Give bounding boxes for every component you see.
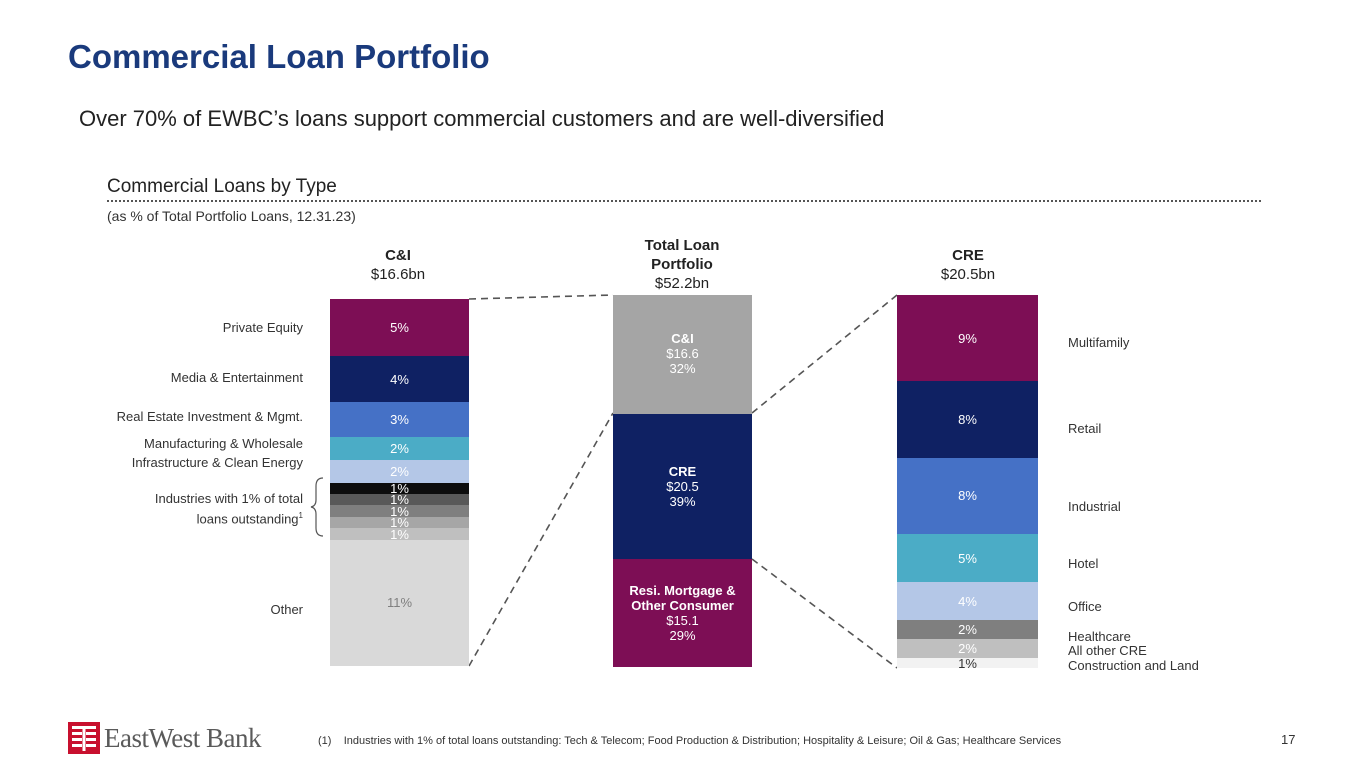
connector-ci-top (468, 294, 614, 300)
ci-segment-label-6: 1% (390, 492, 409, 508)
page-title: Commercial Loan Portfolio (68, 38, 490, 75)
ci-label-infrastructure: Infrastructure & Clean Energy (131, 455, 303, 470)
total-segment-2: Resi. Mortgage & Other Consumer $15.1 29% (613, 559, 752, 667)
ci-label-media: Media & Entertainment (170, 370, 303, 385)
cre-segment-label-0: 9% (958, 330, 977, 346)
cre-segment-1: 8% (897, 381, 1038, 458)
cre-segment-7: 1% (897, 655, 1038, 671)
total-stacked-bar: C&I $16.6 32% CRE $20.5 39% Resi. Mortgage & Ot… (613, 295, 752, 667)
cre-stacked-bar: 9% 8% 8% 5% 4% 2% 2% 1% (897, 295, 1038, 671)
cre-segment-label-7: 1% (958, 655, 977, 671)
total-segment-0-amount: $16.6 (666, 346, 699, 361)
total-segment-2-pct: 29% (669, 628, 696, 644)
ci-segment-label-10: 11% (386, 595, 413, 611)
ci-segment-label-8: 1% (390, 515, 409, 531)
ci-segment-10: 11% (330, 539, 469, 666)
ci-header-title: C&I (385, 247, 411, 264)
total-header-line2: Portfolio (651, 256, 713, 273)
total-segment-2-name2: Other Consumer (631, 598, 734, 614)
cre-header-amount: $20.5bn (940, 266, 996, 283)
cre-header-title: CRE (952, 247, 984, 264)
ci-segment-label-1: 4% (390, 371, 409, 387)
ci-label-industries-line2: loans outstanding (196, 511, 299, 527)
ci-segment-label-9: 1% (390, 526, 409, 542)
cre-segment-4: 4% (897, 581, 1038, 621)
cre-label-office: Office (1068, 599, 1102, 614)
cre-label-hotel: Hotel (1068, 556, 1099, 571)
cre-label-retail: Retail (1068, 421, 1102, 436)
total-segment-1-name: CRE (668, 464, 697, 480)
cre-segment-label-5: 2% (958, 622, 977, 638)
cre-segment-2: 8% (897, 457, 1038, 535)
total-segment-0-pct: 32% (669, 361, 696, 376)
cre-segment-0: 9% (897, 295, 1038, 382)
ci-segment-label-7: 1% (390, 503, 409, 519)
logo-wordmark: EastWest Bank (104, 723, 262, 753)
cre-segment-3: 5% (897, 534, 1038, 582)
total-segment-1-pct: 39% (669, 494, 696, 510)
dotted-divider (107, 200, 1261, 202)
cre-label-industrial: Industrial (1068, 499, 1121, 514)
ci-segment-label-3: 2% (390, 440, 409, 456)
cre-segment-5: 2% (897, 620, 1038, 640)
ci-segment-label-2: 3% (390, 411, 409, 427)
cre-header: CRE $20.5bn (888, 246, 1048, 284)
cre-label-multifamily: Multifamily (1068, 335, 1130, 350)
ci-header-amount: $16.6bn (370, 266, 426, 283)
ci-segment-7: 1% (330, 503, 469, 519)
connector-ci-bottom (468, 412, 614, 667)
cre-label-healthcare: Healthcare (1068, 629, 1131, 644)
ci-label-manufacturing: Manufacturing & Wholesale (144, 436, 303, 451)
ci-header: C&I $16.6bn (318, 246, 478, 284)
footnote-marker-sup: 1 (298, 511, 303, 520)
total-segment-2-name: Resi. Mortgage & (629, 583, 736, 599)
cre-segment-label-3: 5% (958, 550, 977, 566)
section-title: Commercial Loans by Type (107, 176, 337, 197)
ci-label-industries: Industries with 1% of total loans outsta… (155, 490, 303, 527)
cre-segment-label-2: 8% (958, 488, 977, 504)
ci-segment-1: 4% (330, 356, 469, 403)
cre-segment-6: 2% (897, 639, 1038, 659)
ci-segment-0: 5% (330, 299, 469, 357)
cre-segment-label-6: 2% (958, 641, 977, 657)
total-header-amount: $52.2bn (654, 275, 710, 292)
ci-label-other: Other (270, 602, 303, 617)
page-number: 17 (1281, 732, 1296, 747)
footnote-text: Industries with 1% of total loans outsta… (343, 735, 1062, 747)
cre-segment-label-1: 8% (958, 411, 977, 427)
ci-stacked-bar: 5% 4% 3% 2% 2% 1% 1% 1% 1% 1% 11% (330, 299, 469, 666)
cre-label-all-other: All other CRE (1068, 643, 1147, 658)
ci-segment-9: 1% (330, 526, 469, 542)
ci-segment-label-4: 2% (390, 463, 409, 479)
ci-label-industries-line1: Industries with 1% of total (154, 491, 303, 506)
page-subtitle: Over 70% of EWBC’s loans support commerc… (79, 106, 885, 131)
ci-segment-6: 1% (330, 492, 469, 508)
connector-cre-bottom (751, 558, 898, 669)
ci-segment-label-0: 5% (390, 320, 409, 336)
ci-segment-2: 3% (330, 402, 469, 437)
ci-label-real-estate: Real Estate Investment & Mgmt. (116, 409, 303, 424)
east-west-bank-logo-icon (68, 722, 100, 754)
total-segment-0-name: C&I (671, 331, 694, 346)
total-segment-0: C&I $16.6 32% (613, 295, 752, 415)
footnote: (1) Industries with 1% of total loans ou… (318, 735, 1061, 747)
cre-segment-label-4: 4% (958, 593, 977, 609)
total-segment-2-amount: $15.1 (666, 613, 699, 629)
cre-label-construction: Construction and Land (1068, 658, 1199, 673)
ci-segment-label-5: 1% (390, 480, 409, 496)
ci-label-private-equity: Private Equity (222, 320, 303, 335)
ci-segment-4: 2% (330, 459, 469, 483)
ci-segment-5: 1% (330, 480, 469, 496)
total-segment-1-amount: $20.5 (666, 479, 699, 495)
ci-segment-8: 1% (330, 515, 469, 531)
industries-brace (310, 477, 324, 537)
total-header-line1: Total Loan (644, 237, 720, 254)
total-segment-1: CRE $20.5 39% (613, 414, 752, 560)
section-note: (as % of Total Portfolio Loans, 12.31.23… (107, 208, 356, 224)
total-header: Total Loan Portfolio $52.2bn (602, 236, 762, 293)
connector-cre-top (751, 294, 898, 414)
ci-segment-3: 2% (330, 436, 469, 460)
footnote-marker: (1) (318, 735, 332, 747)
